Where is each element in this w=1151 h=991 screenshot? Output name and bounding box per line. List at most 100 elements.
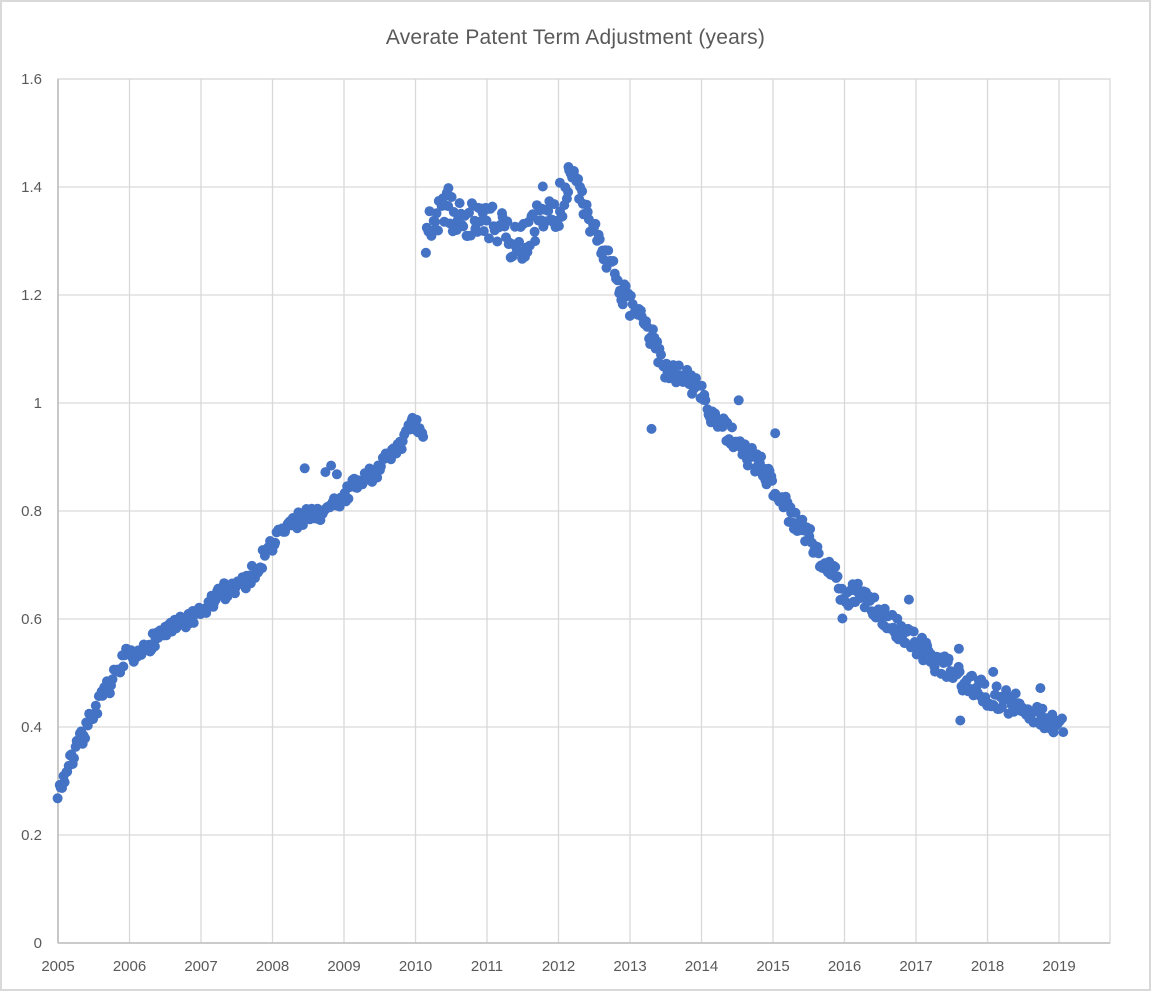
outlier-point — [953, 643, 964, 654]
data-point — [270, 537, 281, 548]
x-tick-label: 2017 — [899, 958, 932, 975]
data-point — [80, 733, 91, 744]
data-point — [790, 507, 801, 518]
data-point — [608, 256, 619, 266]
outlier-point — [646, 423, 657, 434]
data-point — [647, 324, 658, 335]
data-point — [594, 234, 605, 245]
x-tick-label: 2015 — [756, 958, 789, 975]
x-tick-label: 2013 — [613, 958, 646, 975]
y-tick-label: 0.2 — [21, 827, 42, 844]
outlier-point — [299, 463, 310, 474]
data-point — [696, 380, 707, 391]
y-tick-label: 0.4 — [21, 719, 42, 736]
data-point — [553, 221, 564, 231]
data-point — [420, 247, 431, 258]
tick-labels: 0 0.2 0.4 0.6 0.8 1 1.2 1.4 1.6 2005 2006 2007 2008 2… — [21, 71, 1076, 975]
data-point — [852, 578, 863, 589]
x-tick-label: 2005 — [41, 958, 74, 975]
data-point — [656, 349, 666, 360]
data-point — [742, 460, 753, 471]
data-point — [577, 186, 588, 197]
data-point — [832, 571, 843, 582]
data-point — [59, 777, 70, 788]
data-point — [573, 174, 584, 184]
data-point — [514, 236, 524, 247]
data-point — [1057, 713, 1067, 724]
data-point — [104, 688, 115, 699]
data-point — [478, 226, 489, 237]
data-point — [430, 216, 441, 227]
data-point — [90, 700, 101, 711]
outlier-point — [320, 467, 331, 478]
data-point — [549, 199, 560, 210]
outlier-point — [443, 183, 454, 194]
chart-title: Averate Patent Term Adjustment (years) — [385, 26, 766, 49]
data-point — [673, 360, 684, 371]
data-point — [343, 493, 354, 504]
data-point — [797, 514, 808, 525]
x-tick-label: 2006 — [113, 958, 146, 975]
outlier-point — [837, 613, 848, 624]
data-point — [543, 205, 554, 216]
x-tick-label: 2016 — [828, 958, 861, 975]
data-point — [1058, 727, 1069, 738]
outlier-point — [567, 166, 578, 177]
x-tick-label: 2018 — [971, 958, 1004, 975]
data-point — [257, 563, 268, 574]
data-point — [767, 475, 778, 486]
data-point — [756, 451, 767, 462]
data-point — [69, 753, 79, 764]
data-point — [411, 414, 422, 425]
outlier-point — [1035, 683, 1046, 694]
data-point — [372, 472, 383, 483]
data-points — [52, 162, 1069, 804]
data-point — [1037, 703, 1048, 714]
data-point — [297, 520, 308, 530]
data-point — [991, 681, 1002, 692]
outlier-point — [554, 177, 565, 188]
data-point — [813, 548, 824, 559]
data-point — [484, 233, 494, 244]
data-point — [908, 626, 919, 637]
data-point — [396, 444, 407, 455]
data-point — [458, 221, 469, 232]
data-point — [830, 562, 841, 572]
data-point — [502, 216, 513, 227]
outlier-point — [903, 594, 914, 605]
data-point — [943, 653, 954, 664]
outlier-point — [537, 181, 548, 192]
data-point — [805, 524, 816, 534]
outlier-point — [326, 460, 337, 471]
x-tick-label: 2014 — [685, 958, 718, 975]
y-tick-label: 1.2 — [21, 287, 42, 304]
data-point — [691, 373, 701, 384]
data-point — [431, 208, 442, 219]
data-point — [582, 206, 593, 217]
data-point — [869, 592, 880, 603]
y-tick-label: 1 — [34, 395, 42, 412]
x-tick-label: 2010 — [399, 958, 432, 975]
data-point — [433, 225, 443, 236]
data-point — [92, 708, 103, 719]
data-point — [52, 793, 63, 804]
data-point — [530, 236, 541, 247]
outlier-point — [733, 395, 744, 406]
data-point — [954, 666, 965, 677]
outlier-point — [770, 428, 781, 439]
data-point — [590, 218, 601, 229]
y-tick-label: 0.8 — [21, 503, 42, 520]
data-point — [1010, 688, 1021, 699]
data-point — [481, 215, 492, 226]
data-point — [557, 211, 568, 222]
data-point — [107, 674, 118, 685]
data-point — [603, 245, 614, 256]
data-point — [979, 678, 990, 689]
data-point — [617, 299, 628, 310]
data-point — [118, 661, 129, 672]
data-point — [513, 246, 524, 257]
y-tick-label: 1.6 — [21, 71, 42, 88]
x-tick-label: 2011 — [471, 958, 503, 975]
